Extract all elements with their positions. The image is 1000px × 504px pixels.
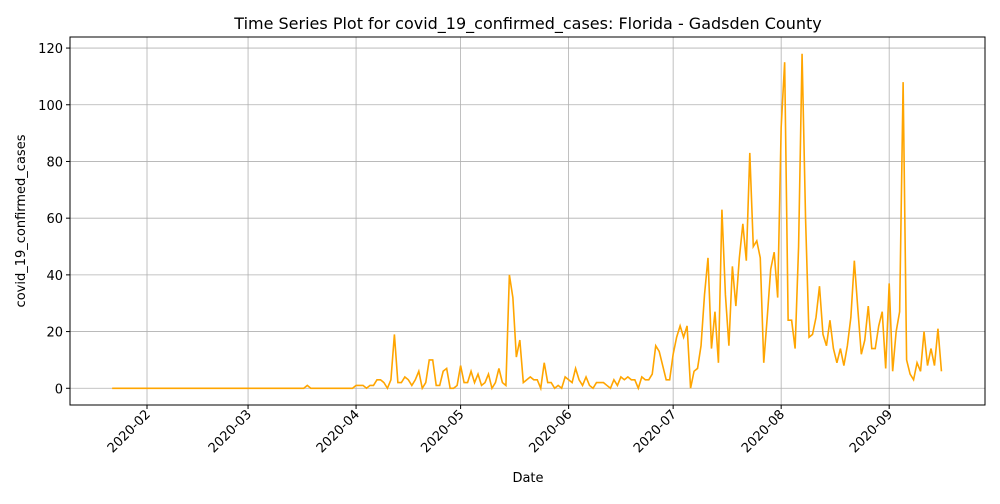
x-tick-label: 2020-09 [847, 407, 896, 456]
plot-frame [69, 36, 986, 406]
x-tick-label: 2020-04 [314, 407, 363, 456]
y-tick-label: 80 [46, 155, 63, 170]
chart-title: Time Series Plot for covid_19_confirmed_… [233, 14, 821, 34]
data-line [112, 53, 943, 392]
y-tick-label: 0 [55, 382, 63, 397]
y-tick-label: 60 [46, 212, 63, 227]
y-tick-label: 120 [38, 42, 63, 57]
x-tick-label: 2020-07 [631, 407, 680, 456]
x-tick-label: 2020-06 [526, 407, 575, 456]
x-tick-label: 2020-08 [739, 407, 788, 456]
y-tick-label: 100 [38, 99, 63, 114]
x-tick-label: 2020-02 [105, 407, 154, 456]
y-axis-label: covid_19_confirmed_cases [14, 134, 29, 307]
x-axis-label: Date [512, 471, 543, 486]
y-tick-label: 40 [46, 269, 63, 284]
y-tick-label: 20 [46, 326, 63, 341]
x-tick-label: 2020-03 [206, 407, 255, 456]
x-tick-label: 2020-05 [418, 407, 467, 456]
